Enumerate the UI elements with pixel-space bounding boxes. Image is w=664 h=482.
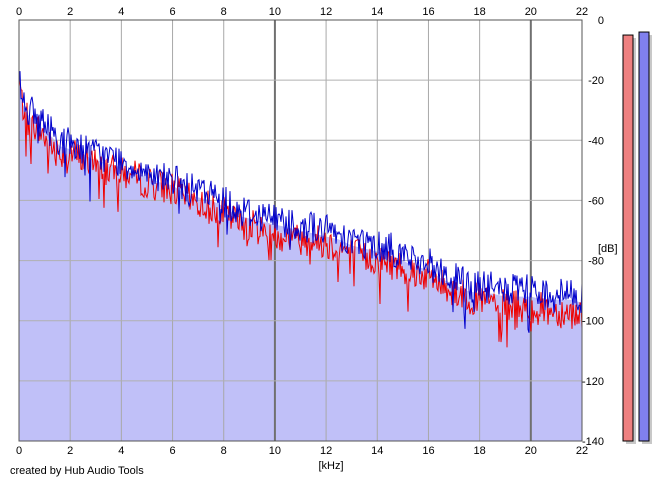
meter-bar-2: [638, 31, 650, 442]
x-tick-label-bottom: 4: [118, 445, 124, 457]
plot-frame: [18, 19, 583, 442]
x-ticks-top: 0 2 4 6 8 10 12 14 16 18 20 22: [16, 6, 588, 18]
x-tick-label-top: 2: [67, 6, 73, 18]
x-tick-label-top: 8: [221, 6, 227, 18]
y-tick-label: 0: [598, 15, 604, 27]
meter-bar-1: [622, 34, 634, 442]
x-tick-label-top: 12: [320, 6, 332, 18]
y-tick-label: -60: [588, 195, 604, 207]
series-line-1: [18, 70, 583, 348]
x-tick-label-bottom: 2: [67, 445, 73, 457]
x-tick-label-top: 22: [576, 6, 588, 18]
x-tick-label-bottom: 0: [16, 445, 22, 457]
credit-text: created by Hub Audio Tools: [10, 465, 144, 477]
x-tick-label-bottom: 12: [320, 445, 332, 457]
y-tick-label: -140: [582, 436, 604, 448]
y-tick-label: -20: [588, 75, 604, 87]
x-ticks-bottom: 0 2 4 6 8 10 12 14 16 18 20 22: [16, 445, 588, 457]
y-tick-label: -120: [582, 376, 604, 388]
x-tick-label-top: 18: [474, 6, 486, 18]
x-tick-label-bottom: 18: [474, 445, 486, 457]
grid: [18, 19, 583, 442]
x-tick-label-bottom: 22: [576, 445, 588, 457]
x-tick-label-bottom: 8: [221, 445, 227, 457]
x-tick-label-bottom: 6: [169, 445, 175, 457]
y-axis-label: [dB]: [598, 243, 618, 255]
spectrum-area: [19, 74, 582, 441]
x-tick-label-top: 6: [169, 6, 175, 18]
y-tick-label: -80: [588, 256, 604, 268]
x-tick-label-bottom: 20: [525, 445, 537, 457]
y-tick-label: -40: [588, 135, 604, 147]
x-tick-label-top: 0: [16, 6, 22, 18]
y-ticks: 0 -20 -40 -60 -80 -100 -120 -140: [582, 15, 604, 448]
x-tick-label-top: 10: [269, 6, 281, 18]
x-tick-label-top: 16: [422, 6, 434, 18]
x-tick-label-top: 4: [118, 6, 124, 18]
x-tick-label-top: 20: [525, 6, 537, 18]
x-tick-label-bottom: 10: [269, 445, 281, 457]
x-tick-label-bottom: 16: [422, 445, 434, 457]
series-line-2: [18, 71, 583, 333]
spectrum-fill-layer: [19, 74, 582, 441]
x-tick-label-top: 14: [371, 6, 383, 18]
level-meters: [622, 31, 652, 445]
x-axis-label: [kHz]: [318, 460, 343, 472]
x-tick-label-bottom: 14: [371, 445, 383, 457]
y-tick-label: -100: [582, 316, 604, 328]
series-layer: [18, 70, 583, 348]
